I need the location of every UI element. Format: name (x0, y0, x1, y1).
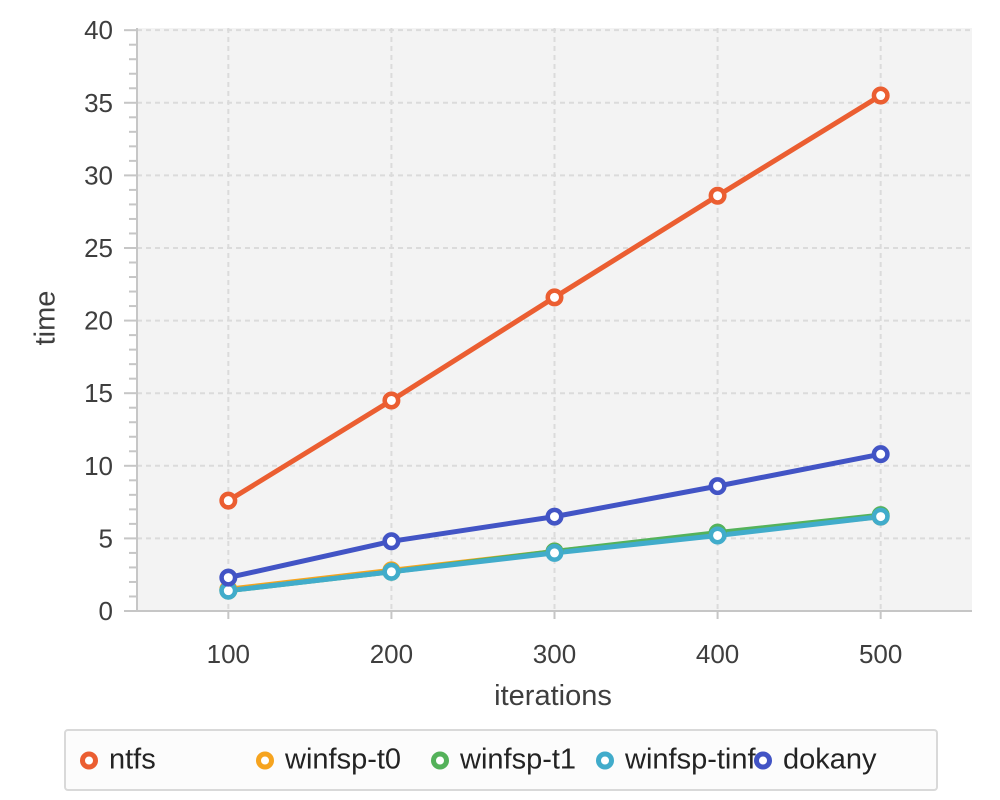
marker-winfsp-tinf (871, 507, 890, 526)
winfsp-t1-marker-icon (431, 751, 449, 769)
winfsp-t0-marker-icon (256, 751, 274, 769)
legend-item-winfsp-t1: winfsp-t1 (431, 744, 576, 777)
legend-label: winfsp-t1 (460, 743, 577, 776)
ntfs-marker-icon (80, 751, 98, 769)
legend-item-ntfs: ntfs (80, 744, 156, 777)
dokany-marker-icon (754, 751, 772, 769)
legend-label: ntfs (109, 743, 156, 776)
y-tick-label: 30 (84, 160, 113, 190)
marker-winfsp-tinf (382, 562, 401, 581)
line-chart-canvas: 0 5 10 15 20 25 30 35 40 100 200 300 400 500 (84, 15, 972, 669)
winfsp-tinf-marker-icon (596, 751, 614, 769)
y-tick-label: 0 (99, 596, 113, 626)
y-tick-label: 20 (84, 306, 113, 336)
y-tick-label: 25 (84, 233, 113, 263)
legend-label: winfsp-tinf (625, 743, 756, 776)
y-tick-label: 15 (84, 378, 113, 408)
x-tick-label: 200 (370, 639, 413, 669)
marker-ntfs (545, 288, 564, 307)
marker-dokany (545, 507, 564, 526)
x-tick-label: 300 (533, 639, 576, 669)
legend-item-dokany: dokany (754, 744, 877, 777)
marker-ntfs (219, 491, 238, 510)
x-tick-label: 100 (207, 639, 250, 669)
marker-dokany (708, 477, 727, 496)
legend-item-winfsp-tinf: winfsp-tinf (596, 744, 756, 777)
marker-winfsp-tinf (545, 543, 564, 562)
marker-ntfs (871, 86, 890, 105)
legend-label: winfsp-t0 (285, 743, 402, 776)
marker-ntfs (708, 186, 727, 205)
marker-dokany (219, 568, 238, 587)
legend: ntfs winfsp-t0 winfsp-t1 winfsp-tinf dok… (64, 729, 938, 791)
legend-item-winfsp-t0: winfsp-t0 (256, 744, 401, 777)
y-tick-label: 40 (84, 15, 113, 45)
y-tick-label: 35 (84, 88, 113, 118)
x-axis-title: iterations (494, 680, 612, 712)
marker-dokany (382, 532, 401, 551)
marker-dokany (871, 445, 890, 464)
x-tick-label: 400 (696, 639, 739, 669)
y-tick-label: 10 (84, 451, 113, 481)
legend-label: dokany (783, 743, 877, 776)
x-tick-label: 500 (859, 639, 902, 669)
y-axis-title: time (29, 290, 62, 346)
marker-ntfs (382, 391, 401, 410)
marker-winfsp-tinf (708, 526, 727, 545)
y-tick-label: 5 (99, 523, 113, 553)
